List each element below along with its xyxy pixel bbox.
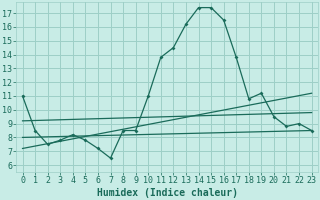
X-axis label: Humidex (Indice chaleur): Humidex (Indice chaleur) (97, 188, 237, 198)
